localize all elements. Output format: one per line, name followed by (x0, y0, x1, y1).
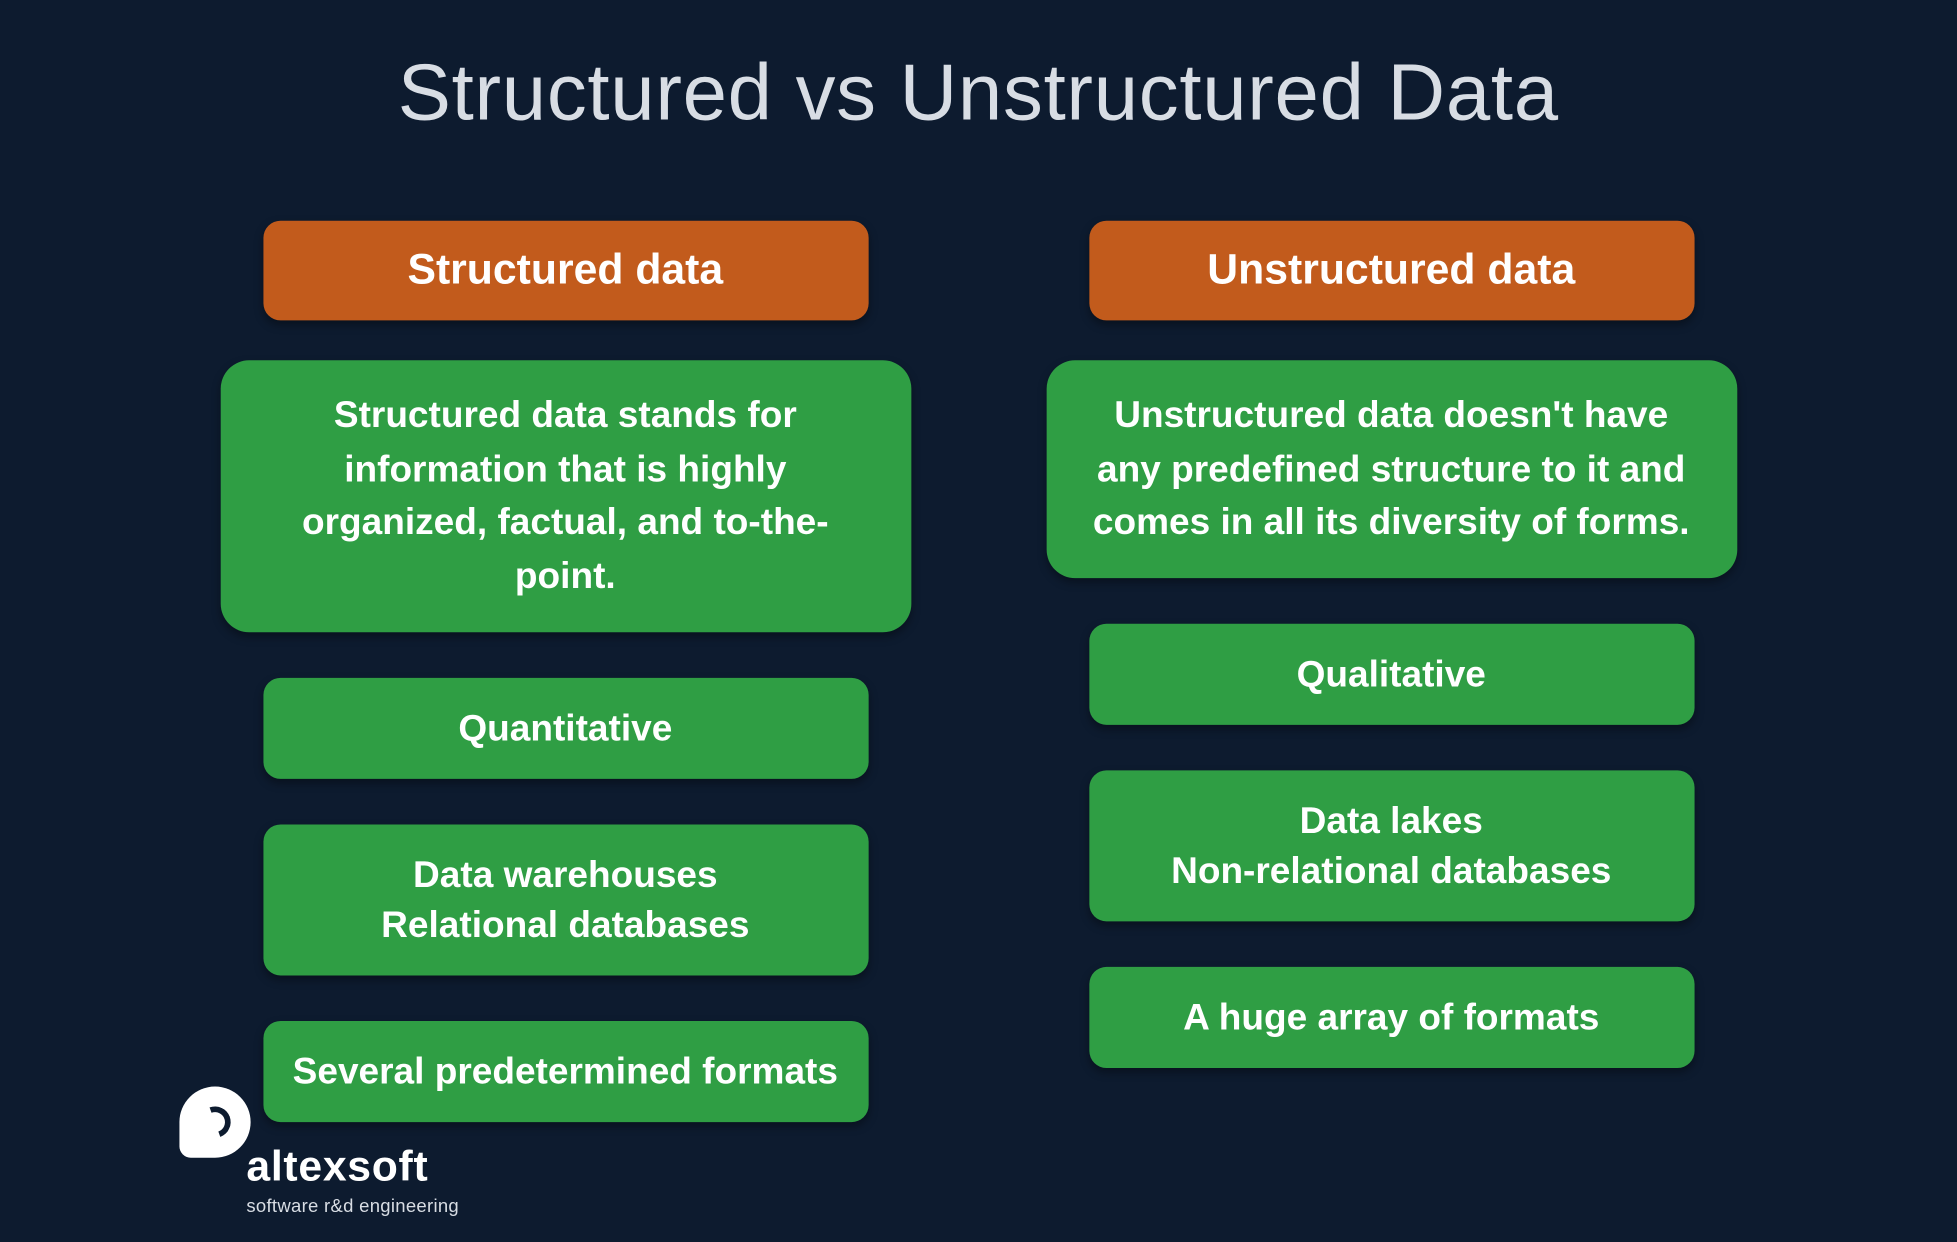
column-structured: Structured data Structured data stands f… (220, 221, 911, 1123)
comparison-columns: Structured data Structured data stands f… (0, 221, 1957, 1123)
logo-tagline: software r&d engineering (246, 1195, 459, 1216)
logo-swirl-icon (194, 1101, 236, 1143)
page-title: Structured vs Unstructured Data (0, 0, 1957, 138)
brand-logo: altexsoft software r&d engineering (168, 1087, 459, 1217)
column-unstructured: Unstructured data Unstructured data does… (1046, 221, 1737, 1123)
desc-structured: Structured data stands for information t… (220, 360, 911, 632)
item-structured-1: Data warehouses Relational databases (263, 824, 868, 975)
item-unstructured-1: Data lakes Non-relational databases (1089, 771, 1694, 922)
logo-mark-icon (179, 1087, 250, 1158)
logo-brand-text: altexsoft (246, 1146, 428, 1189)
desc-unstructured: Unstructured data doesn't have any prede… (1046, 360, 1737, 578)
header-unstructured: Unstructured data (1089, 221, 1694, 321)
item-structured-0: Quantitative (263, 677, 868, 778)
item-unstructured-0: Qualitative (1089, 624, 1694, 725)
item-unstructured-2: A huge array of formats (1089, 967, 1694, 1068)
header-structured: Structured data (263, 221, 868, 321)
